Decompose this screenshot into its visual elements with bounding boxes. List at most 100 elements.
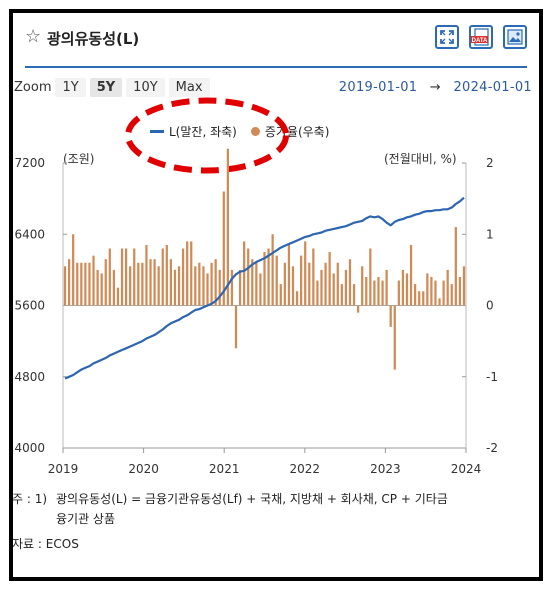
growth-bar (328, 252, 331, 306)
growth-bar (393, 305, 396, 370)
growth-bar (458, 277, 462, 306)
x-tick-label: 2021 (209, 462, 240, 476)
growth-bar (112, 269, 116, 306)
growth-bar (157, 266, 160, 306)
y-right-tick-label: 2 (486, 156, 494, 170)
growth-bar (369, 248, 372, 306)
footnote-line1: 광의유동성(L) = 금융기관유동성(Lf) + 국채, 지방채 + 회사채, … (56, 492, 448, 506)
growth-bar (108, 248, 111, 306)
growth-bar (255, 262, 258, 306)
x-tick-label: 2022 (290, 462, 321, 476)
growth-bar (181, 248, 185, 306)
growth-bar (218, 269, 221, 306)
growth-bar (267, 248, 270, 306)
growth-bar (161, 248, 164, 306)
growth-bar (124, 248, 128, 306)
growth-bar (385, 269, 388, 306)
growth-bar (336, 262, 339, 306)
growth-bar (397, 280, 400, 306)
footnote: 주 : 1) 광의유동성(L) = 금융기관유동성(Lf) + 국채, 지방채 +… (12, 489, 448, 529)
growth-bar (76, 262, 79, 306)
growth-bar (198, 262, 201, 306)
growth-bar (63, 266, 67, 306)
zoom-10y-button[interactable]: 10Y (126, 78, 165, 97)
date-range: 2019-01-01 → 2024-01-01 (339, 80, 532, 95)
growth-bar (332, 273, 335, 306)
y-right-tick-label: 1 (486, 227, 494, 241)
growth-bar (381, 280, 384, 306)
range-start-input[interactable]: 2019-01-01 (338, 80, 418, 95)
growth-bar (96, 269, 99, 306)
header-divider (25, 66, 527, 68)
legend-item-line[interactable]: L(말잔, 좌축) (150, 123, 237, 140)
growth-bar (210, 262, 213, 306)
data-download-icon[interactable]: DATA (469, 25, 493, 49)
source-label: 자료 : (12, 537, 42, 551)
growth-bar (462, 266, 466, 306)
growth-bar (418, 291, 421, 306)
growth-bar (275, 255, 278, 306)
growth-bar (153, 259, 156, 306)
growth-bar (92, 255, 95, 306)
chart-legend: L(말잔, 좌축) 증가율(우축) (150, 123, 329, 140)
y-left-tick-label: 5600 (14, 299, 45, 313)
growth-bar (401, 269, 405, 306)
growth-bar (222, 191, 225, 306)
growth-bar (104, 259, 107, 306)
growth-bar (295, 291, 299, 306)
growth-bar (214, 259, 217, 306)
growth-bar (438, 298, 441, 306)
highlight-ellipse (125, 97, 289, 174)
range-arrow: → (429, 80, 441, 95)
legend-bar-label: 증가율(우축) (264, 125, 330, 139)
legend-line-label: L(말잔, 좌축) (169, 125, 237, 139)
growth-bar (137, 262, 140, 306)
growth-bar (100, 273, 103, 306)
growth-bar (348, 259, 352, 306)
growth-bar (238, 269, 242, 306)
growth-bar (340, 284, 343, 306)
y-right-tick-label: 0 (486, 299, 494, 313)
growth-bar (361, 266, 364, 306)
growth-bar (116, 287, 120, 306)
image-download-icon[interactable] (503, 25, 527, 49)
growth-bar (365, 277, 368, 306)
growth-bar (357, 305, 360, 313)
range-end-input[interactable]: 2024-01-01 (453, 80, 532, 95)
star-outline-icon[interactable]: ☆ (25, 26, 42, 47)
panel-header: ☆ 광의유동성(L) DATA (25, 17, 527, 68)
growth-bar (251, 259, 254, 306)
growth-bar (377, 277, 380, 306)
legend-item-bar[interactable]: 증가율(우축) (250, 123, 330, 140)
y-right-tick-label: -2 (486, 441, 498, 455)
growth-bar (304, 241, 307, 306)
growth-bar (434, 280, 437, 306)
growth-bar (84, 262, 87, 306)
data-icon-label: DATA (472, 38, 488, 44)
growth-bar (72, 234, 75, 306)
growth-bar (316, 280, 319, 306)
y-left-tick-label: 7200 (14, 156, 45, 170)
growth-bar (206, 273, 209, 306)
growth-bar (271, 234, 274, 306)
expand-icon[interactable] (435, 25, 459, 49)
growth-bar (422, 291, 425, 306)
growth-bar (259, 273, 262, 306)
zoom-5y-button[interactable]: 5Y (89, 78, 123, 97)
growth-bar (120, 248, 124, 306)
right-axis-unit: (전월대비, %) (384, 152, 457, 166)
growth-bar (344, 269, 348, 306)
zoom-1y-button[interactable]: 1Y (55, 78, 86, 97)
legend-line-swatch (150, 130, 164, 133)
zoom-max-button[interactable]: Max (168, 78, 210, 97)
growth-bar (80, 262, 83, 306)
x-tick-label: 2020 (128, 462, 159, 476)
growth-bar (234, 305, 238, 349)
zoom-controls: Zoom 1Y 5Y 10Y Max (14, 78, 210, 97)
growth-bar (173, 269, 177, 306)
growth-bar (177, 266, 181, 306)
growth-bar (413, 284, 417, 306)
growth-bar (194, 266, 197, 306)
growth-bar (230, 269, 234, 306)
